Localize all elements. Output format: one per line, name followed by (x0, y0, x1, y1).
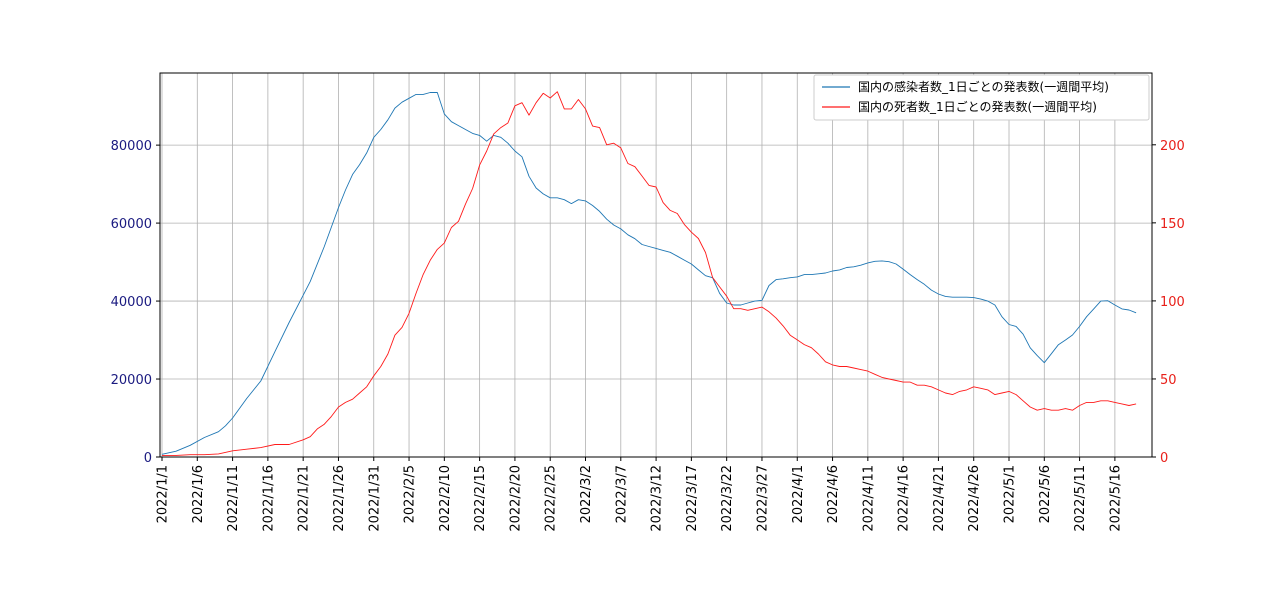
x-tick-label: 2022/1/6 (191, 465, 206, 523)
grid-layer (160, 73, 1152, 458)
x-tick-label: 2022/5/6 (1038, 465, 1053, 523)
y-right-tick-label: 50 (1160, 373, 1177, 388)
x-tick-label: 2022/2/20 (508, 465, 523, 532)
series-line-cases (161, 92, 1137, 455)
y-left-tick-label: 40000 (111, 295, 152, 310)
x-tick-label: 2022/1/26 (332, 465, 347, 532)
y-left-tick-label: 0 (144, 451, 152, 466)
x-tick-label: 2022/3/12 (650, 465, 665, 532)
x-tick-label: 2022/2/5 (403, 465, 418, 523)
x-tick-label: 2022/3/7 (614, 465, 629, 523)
x-tick-label: 2022/5/16 (1108, 465, 1123, 532)
x-tick-label: 2022/4/1 (791, 465, 806, 523)
y-left-tick-label: 60000 (111, 217, 152, 232)
x-tick-label: 2022/4/16 (897, 465, 912, 532)
x-tick-label: 2022/5/1 (1003, 465, 1018, 523)
legend-box (813, 74, 1150, 121)
x-tick-label: 2022/2/10 (438, 465, 453, 532)
x-tick-label: 2022/1/11 (226, 465, 241, 532)
x-tick-label: 2022/4/6 (826, 465, 841, 523)
x-tick-label: 2022/5/11 (1073, 465, 1088, 532)
x-tick-label: 2022/4/26 (967, 465, 982, 532)
y-left-tick-label: 20000 (111, 373, 152, 388)
x-tick-label: 2022/3/2 (579, 465, 594, 523)
x-tick-label: 2022/3/27 (755, 465, 770, 532)
y-right-tick-label: 200 (1160, 139, 1185, 154)
x-tick-label: 2022/2/25 (544, 465, 559, 532)
y-left-tick-label: 80000 (111, 139, 152, 154)
x-tick-label: 2022/1/16 (261, 465, 276, 532)
y-right-tick-label: 150 (1160, 217, 1185, 232)
legend-label-deaths: 国内の死者数_1日ごとの発表数(一週間平均) (858, 99, 1097, 114)
x-tick-label: 2022/4/11 (861, 465, 876, 532)
y-right-tick-label: 0 (1160, 451, 1168, 466)
x-tick-label: 2022/3/17 (685, 465, 700, 532)
series-layer (161, 91, 1137, 456)
x-tick-label: 2022/4/21 (932, 465, 947, 532)
x-tick-label: 2022/2/15 (473, 465, 488, 532)
y-right-tick-label: 100 (1160, 295, 1185, 310)
axis-layer: 2022/1/1 2022/1/6 2022/1/11 2022/1/16 2022/1… (111, 139, 1185, 532)
x-tick-label: 2022/1/1 (156, 465, 171, 523)
legend: 国内の感染者数_1日ごとの発表数(一週間平均) 国内の死者数_1日ごとの発表数(… (813, 74, 1150, 121)
x-tick-label: 2022/1/31 (367, 465, 382, 532)
x-tick-label: 2022/1/21 (297, 465, 312, 532)
series-line-deaths (162, 91, 1137, 456)
legend-label-cases: 国内の感染者数_1日ごとの発表数(一週間平均) (858, 79, 1109, 94)
x-tick-label: 2022/3/22 (720, 465, 735, 532)
